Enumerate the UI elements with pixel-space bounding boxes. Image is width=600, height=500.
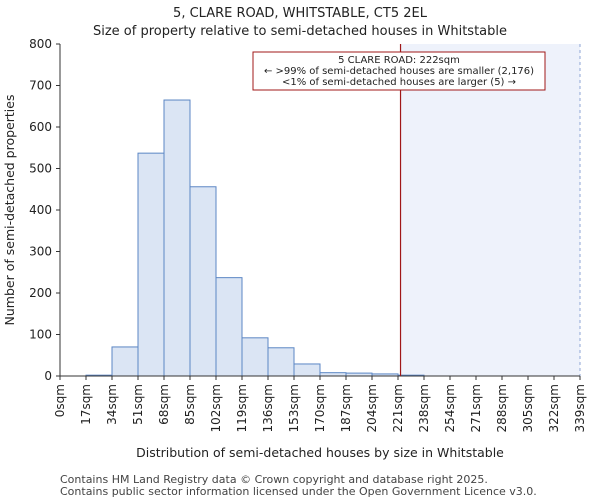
x-tick-label: 339sqm (573, 384, 587, 432)
y-axis-title: Number of semi-detached properties (2, 95, 17, 326)
x-tick-label: 322sqm (547, 384, 561, 432)
y-tick-label: 100 (29, 328, 52, 342)
x-tick-label: 102sqm (209, 384, 223, 432)
x-tick-label: 17sqm (79, 384, 93, 425)
y-tick-label: 200 (29, 286, 52, 300)
x-tick-label: 136sqm (261, 384, 275, 432)
x-tick-label: 68sqm (157, 384, 171, 425)
bar (137, 152, 165, 377)
bar (293, 363, 321, 377)
x-tick-label: 153sqm (287, 384, 301, 432)
x-tick-label: 271sqm (469, 384, 483, 432)
x-tick-label: 254sqm (443, 384, 457, 432)
x-tick-label: 85sqm (183, 384, 197, 425)
y-tick-label: 300 (29, 245, 52, 259)
y-tick-label: 500 (29, 162, 52, 176)
annotation-line-1: 5 CLARE ROAD: 222sqm (338, 55, 460, 66)
x-tick-label: 305sqm (521, 384, 535, 432)
x-tick-label: 170sqm (313, 384, 327, 432)
x-tick-label: 51sqm (131, 384, 145, 425)
larger-region-shade (400, 44, 580, 376)
y-tick-label: 800 (29, 37, 52, 51)
bar (163, 99, 191, 377)
x-tick-label: 204sqm (365, 384, 379, 432)
footer-copyright: Contains HM Land Registry data © Crown c… (60, 473, 488, 486)
x-tick-label: 34sqm (105, 384, 119, 425)
x-tick-label: 0sqm (53, 384, 67, 417)
bar (111, 346, 139, 377)
annotation-line-3: <1% of semi-detached houses are larger (… (282, 77, 516, 88)
x-tick-label: 238sqm (417, 384, 431, 432)
x-tick-label: 288sqm (495, 384, 509, 432)
x-tick-label: 119sqm (235, 384, 249, 432)
x-tick-label: 221sqm (391, 384, 405, 432)
chart-title: 5, CLARE ROAD, WHITSTABLE, CT5 2EL (173, 6, 427, 21)
y-tick-label: 700 (29, 79, 52, 93)
bar (215, 277, 243, 377)
chart-subtitle: Size of property relative to semi-detach… (92, 24, 508, 39)
annotation-box (252, 51, 546, 91)
y-tick-label: 0 (44, 369, 52, 383)
x-axis-title: Distribution of semi-detached houses by … (136, 445, 504, 460)
annotation-line-2: ← >99% of semi-detached houses are small… (264, 66, 534, 77)
y-tick-label: 400 (29, 203, 52, 217)
y-tick-label: 600 (29, 120, 52, 134)
bar (267, 347, 295, 377)
footer-licence: Contains public sector information licen… (60, 485, 537, 498)
bar (189, 186, 217, 377)
x-tick-label: 187sqm (339, 384, 353, 432)
chart-area: 0 100 200 300 400 500 600 700 800 0sqm 17sqm 34sqm 5… (2, 37, 587, 460)
bar (241, 337, 269, 377)
